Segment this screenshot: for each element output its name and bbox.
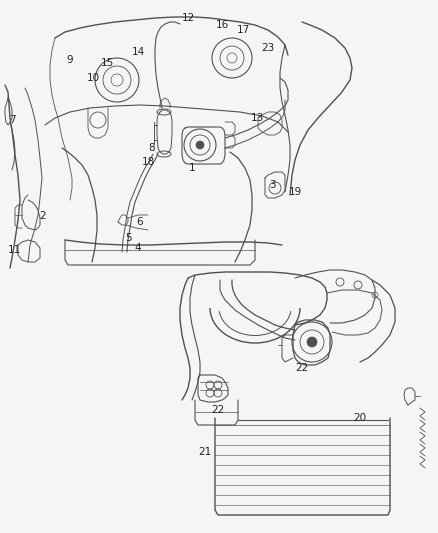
Text: 5: 5: [125, 233, 131, 243]
Text: 16: 16: [215, 20, 229, 30]
Text: 17: 17: [237, 25, 250, 35]
Text: 4: 4: [135, 243, 141, 253]
Text: 20: 20: [353, 413, 367, 423]
Circle shape: [196, 141, 204, 149]
Text: 7: 7: [9, 115, 15, 125]
Text: 13: 13: [251, 113, 264, 123]
Text: 19: 19: [288, 187, 302, 197]
Text: 2: 2: [40, 211, 46, 221]
Text: 11: 11: [7, 245, 21, 255]
Text: 22: 22: [295, 363, 309, 373]
Text: 21: 21: [198, 447, 212, 457]
Text: 8: 8: [148, 143, 155, 153]
Text: 12: 12: [181, 13, 194, 23]
Circle shape: [307, 337, 317, 347]
Text: 6: 6: [137, 217, 143, 227]
Text: 1: 1: [189, 163, 195, 173]
Text: 10: 10: [86, 73, 99, 83]
Text: 22: 22: [212, 405, 225, 415]
Text: 18: 18: [141, 157, 155, 167]
Text: 3: 3: [268, 180, 276, 190]
Text: 14: 14: [131, 47, 145, 57]
Text: 9: 9: [67, 55, 73, 65]
Text: 15: 15: [100, 58, 113, 68]
Text: 23: 23: [261, 43, 275, 53]
